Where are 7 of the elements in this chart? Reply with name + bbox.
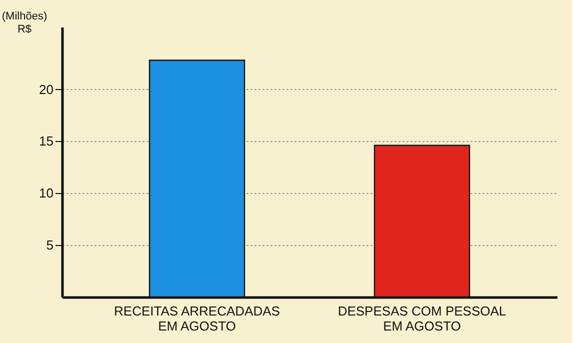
y-axis-title: (Milhões) R$	[2, 10, 48, 36]
y-tick-label: 10	[39, 186, 54, 201]
y-tick-label: 15	[39, 134, 54, 149]
x-tick-label: RECEITAS ARRECADADAS EM AGOSTO	[114, 304, 280, 334]
y-tick-label: 5	[46, 238, 54, 253]
y-tick-label: 20	[39, 82, 54, 97]
x-tick-label: DESPESAS COM PESSOAL EM AGOSTO	[338, 304, 506, 334]
